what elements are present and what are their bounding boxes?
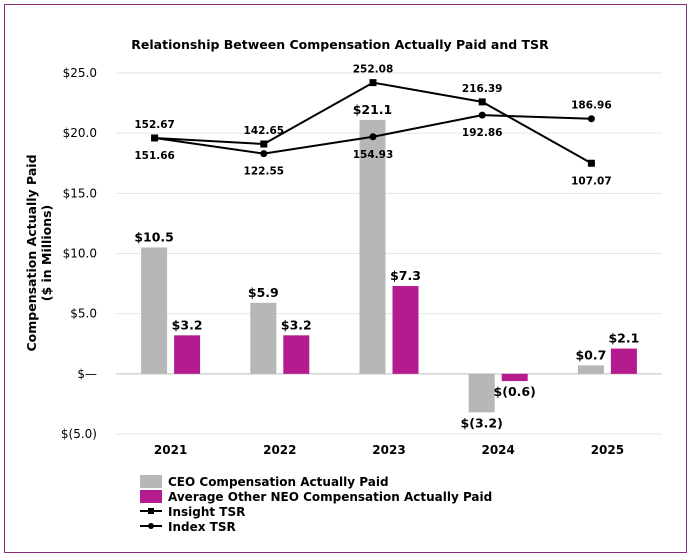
legend-label-bar-0: CEO Compensation Actually Paid — [168, 475, 389, 489]
legend-swatch-bar-0 — [140, 475, 162, 488]
bar-s0-2023 — [359, 119, 386, 374]
bar-label-s1-2022: $3.2 — [281, 317, 312, 332]
tsr-lines — [151, 79, 595, 167]
bar-label-s1-2025: $2.1 — [608, 331, 639, 346]
bar-label-s0-2022: $5.9 — [248, 285, 279, 300]
tsr-label-s0-2023: 252.08 — [353, 64, 394, 76]
bar-label-s1-2021: $3.2 — [172, 317, 203, 332]
bar-s1-2024 — [501, 373, 528, 382]
marker-s1-2023 — [369, 133, 377, 141]
bar-label-s1-2023: $7.3 — [390, 268, 421, 283]
bar-s1-2021 — [174, 335, 201, 374]
data-labels: $10.5 $5.9 $21.1 $(3.2) $0.7 $3.2 $3.2 $7.3 $(0.… — [134, 64, 639, 431]
x-tick-label-2023: 2023 — [372, 443, 405, 457]
legend-label-line-1: Index TSR — [168, 520, 236, 534]
y-axis-label-line2: ($ in Millions) — [39, 205, 54, 302]
bar-label-s0-2024: $(3.2) — [461, 415, 503, 430]
legend-swatch-bar-1 — [140, 490, 162, 503]
y-axis-label-line1: Compensation Actually Paid — [24, 154, 39, 351]
bar-label-s1-2024: $(0.6) — [494, 384, 536, 399]
marker-s0-2022 — [260, 140, 268, 148]
legend-marker-1 — [148, 523, 154, 529]
tsr-label-s1-2021: 151.66 — [134, 150, 175, 162]
legend-marker-0 — [148, 508, 154, 514]
bar-s1-2022 — [283, 335, 310, 374]
marker-s0-2025 — [587, 159, 595, 167]
y-tick-label-6: $(5.0) — [61, 427, 97, 441]
y-tick-label-4: $5.0 — [70, 307, 97, 321]
tsr-label-s0-2021: 152.67 — [134, 119, 175, 131]
gridlines — [116, 72, 662, 435]
bar-label-s0-2025: $0.7 — [575, 347, 606, 362]
legend-label-line-0: Insight TSR — [168, 505, 245, 519]
marker-s1-2025 — [587, 115, 595, 123]
chart-frame — [4, 4, 687, 553]
tsr-label-s0-2025: 107.07 — [571, 175, 612, 187]
y-tick-label-5: $— — [77, 367, 97, 381]
bar-label-s0-2023: $21.1 — [353, 102, 393, 117]
x-tick-label-2025: 2025 — [591, 443, 624, 457]
bar-s0-2024 — [468, 373, 495, 413]
y-tick-label-1: $20.0 — [63, 126, 97, 140]
tsr-label-s0-2022: 142.65 — [244, 125, 285, 137]
x-tick-label-2021: 2021 — [154, 443, 187, 457]
tsr-label-s1-2025: 186.96 — [571, 100, 612, 112]
marker-s0-2023 — [369, 79, 377, 87]
y-tick-labels: $25.0 $20.0 $15.0 $10.0 $5.0 $— $(5.0) — [61, 66, 97, 441]
marker-s1-2022 — [260, 150, 268, 158]
bar-s0-2022 — [250, 302, 277, 374]
y-tick-label-3: $10.0 — [63, 247, 97, 261]
marker-s1-2024 — [478, 111, 486, 119]
marker-s1-2021 — [151, 134, 159, 142]
x-tick-label-2024: 2024 — [481, 443, 514, 457]
tsr-label-s1-2023: 154.93 — [353, 149, 394, 161]
legend-label-bar-1: Average Other NEO Compensation Actually … — [168, 490, 492, 504]
tsr-label-s0-2024: 216.39 — [462, 83, 503, 95]
tsr-label-s1-2022: 122.55 — [244, 166, 285, 178]
marker-s0-2024 — [478, 98, 486, 106]
bar-s1-2025 — [610, 348, 637, 374]
tsr-label-s1-2024: 192.86 — [462, 127, 503, 139]
y-tick-label-2: $15.0 — [63, 186, 97, 200]
bar-label-s0-2021: $10.5 — [134, 229, 174, 244]
bar-s1-2023 — [392, 285, 419, 374]
x-tick-label-2022: 2022 — [263, 443, 296, 457]
bar-s0-2025 — [577, 365, 604, 374]
x-tick-labels: 2021 2022 2023 2024 2025 — [154, 443, 624, 457]
chart-title: Relationship Between Compensation Actual… — [131, 37, 549, 52]
bars — [141, 119, 637, 413]
y-tick-label-0: $25.0 — [63, 66, 97, 80]
bar-s0-2021 — [141, 247, 168, 374]
